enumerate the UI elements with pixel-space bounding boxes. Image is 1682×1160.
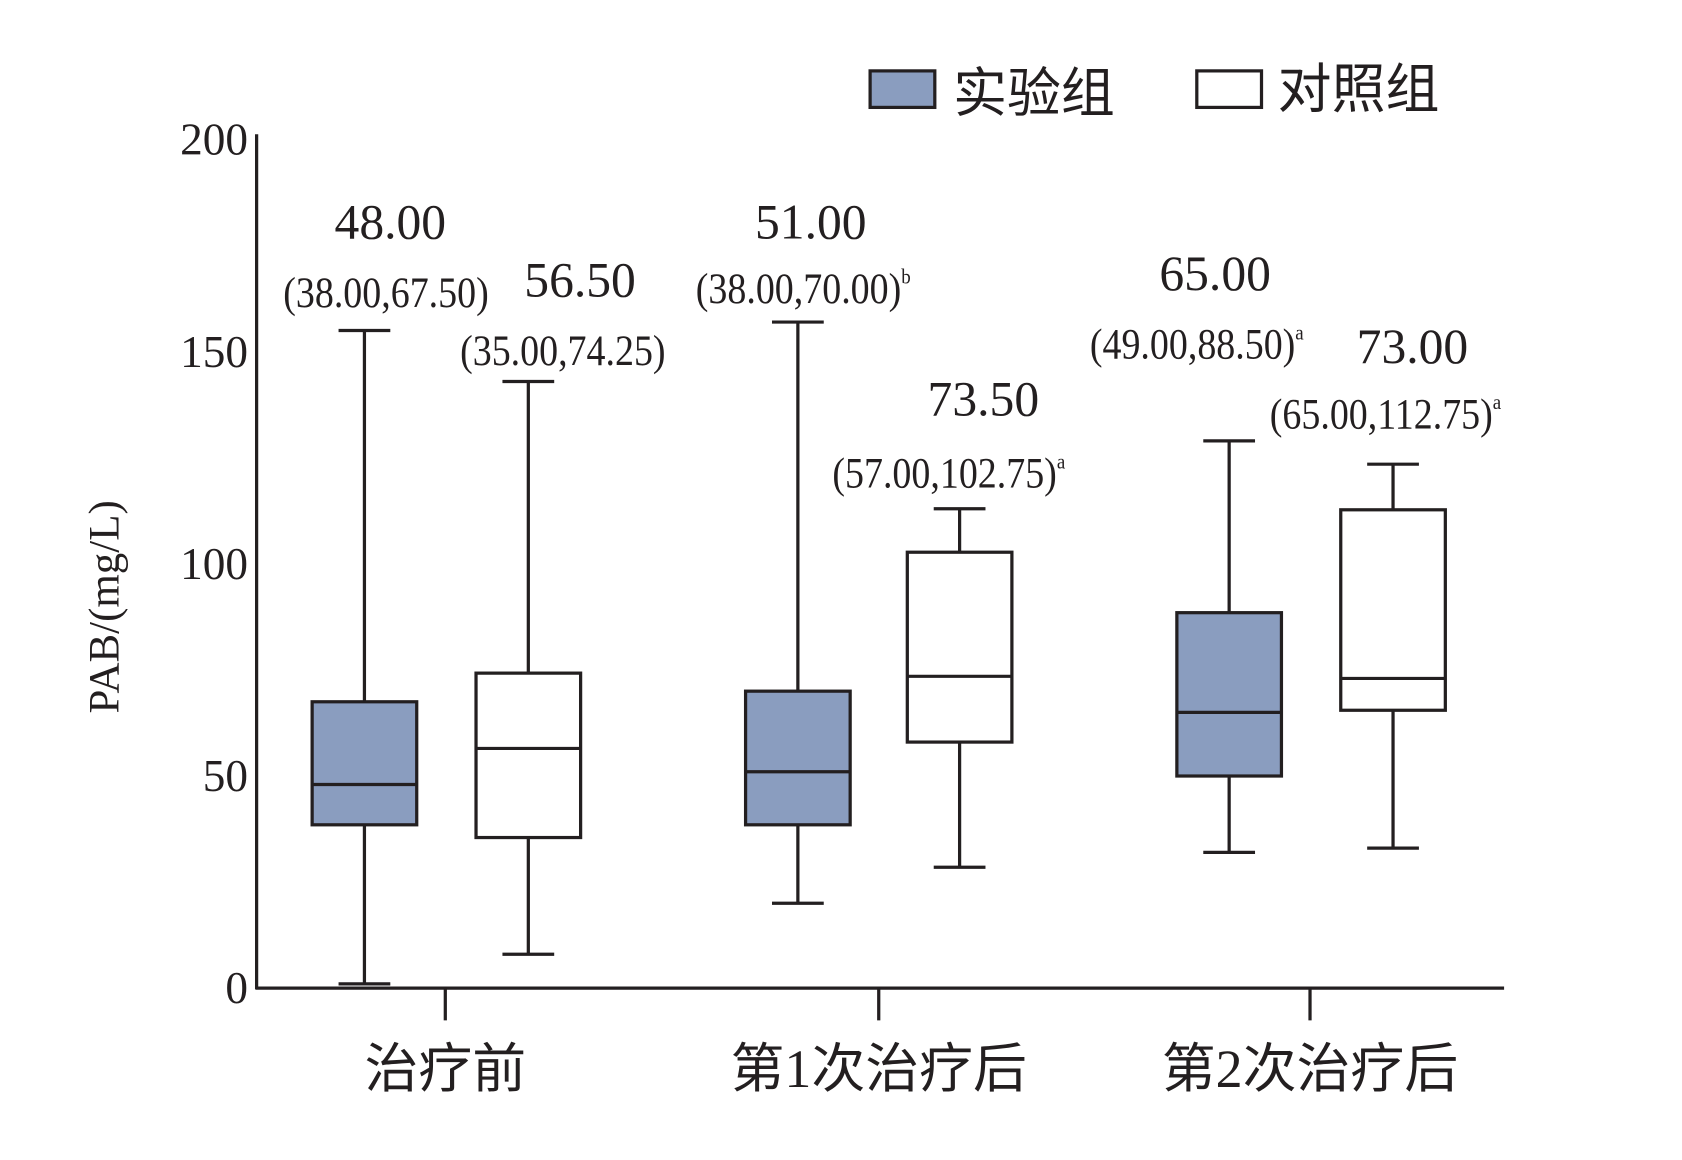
iqr-annotation: (35.00,74.25) <box>460 327 665 375</box>
significance-mark: a <box>1295 321 1303 344</box>
iqr-box <box>905 550 1014 744</box>
median-annotation: 56.50 <box>524 253 636 308</box>
iqr-text: (49.00,88.50) <box>1090 321 1295 369</box>
box-control-0 <box>474 379 583 956</box>
iqr-annotation: (65.00,112.75)a <box>1270 390 1501 438</box>
y-axis-label: PAB/(mg/L) <box>82 500 129 713</box>
median-annotation: 73.50 <box>928 372 1040 427</box>
y-tick-label: 0 <box>225 963 248 1013</box>
box-experimental-2 <box>1175 439 1284 854</box>
x-category-label: 第2次治疗后 <box>1162 1039 1458 1099</box>
box-experimental-1 <box>743 320 852 905</box>
axes <box>254 134 1505 990</box>
legend: 实验组 对照组 <box>868 59 1440 124</box>
box-control-2 <box>1339 462 1447 850</box>
iqr-annotation: (49.00,88.50)a <box>1090 321 1304 369</box>
box-control-1 <box>905 507 1014 869</box>
iqr-annotation: (38.00,70.00)b <box>696 265 911 313</box>
x-category-label: 治疗前 <box>364 1039 526 1099</box>
iqr-annotation: (38.00,67.50) <box>283 269 488 317</box>
median-annotation: 65.00 <box>1159 246 1271 301</box>
significance-mark: a <box>1493 391 1501 414</box>
y-tick-label: 150 <box>180 327 248 377</box>
iqr-box <box>474 671 583 840</box>
iqr-text: (38.00,67.50) <box>283 269 488 317</box>
iqr-text: (38.00,70.00) <box>696 265 901 313</box>
y-tick-label: 100 <box>180 539 248 589</box>
iqr-box <box>310 700 419 827</box>
iqr-box <box>743 689 852 827</box>
y-tick-label: 50 <box>203 751 248 801</box>
legend-label-experimental: 实验组 <box>953 64 1115 124</box>
legend-swatch-experimental <box>868 69 937 110</box>
legend-swatch-control <box>1195 69 1264 110</box>
box-experimental-0 <box>310 328 419 986</box>
significance-mark: a <box>1057 450 1065 473</box>
iqr-text: (35.00,74.25) <box>460 327 665 375</box>
significance-mark: b <box>901 266 910 289</box>
iqr-annotation: (57.00,102.75)a <box>832 449 1065 497</box>
median-annotation: 73.00 <box>1357 319 1469 374</box>
iqr-box <box>1175 611 1284 778</box>
y-tick-label: 200 <box>180 115 248 165</box>
legend-label-control: 对照组 <box>1278 59 1440 119</box>
median-annotation: 51.00 <box>755 195 867 250</box>
iqr-text: (65.00,112.75) <box>1270 390 1493 438</box>
median-annotation: 48.00 <box>335 195 447 250</box>
iqr-text: (57.00,102.75) <box>832 449 1056 497</box>
x-category-label: 第1次治疗后 <box>731 1039 1027 1099</box>
iqr-box <box>1339 508 1447 712</box>
